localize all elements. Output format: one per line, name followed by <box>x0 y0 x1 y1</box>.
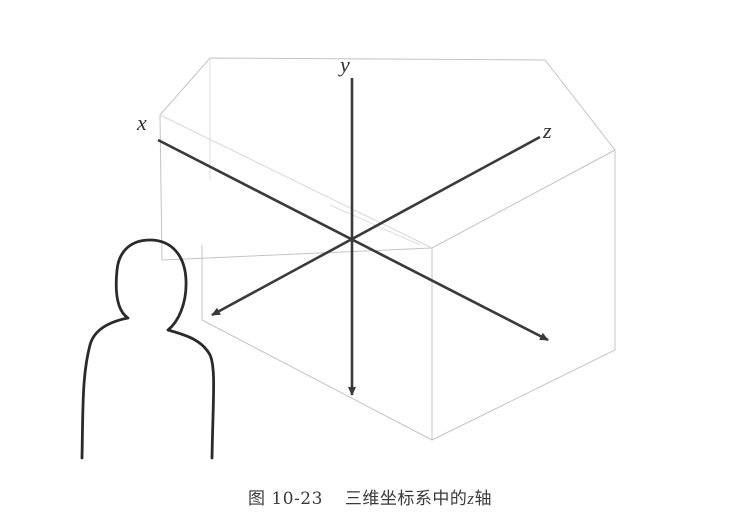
box-edge <box>159 114 163 261</box>
y-axis-label: y <box>338 52 350 77</box>
figure-number: 图 10-23 <box>247 489 323 509</box>
box-inner-line <box>329 204 421 246</box>
observer-figure <box>80 238 216 460</box>
caption-variable: z <box>467 489 475 508</box>
caption-text-before: 三维坐标系中的 <box>344 489 468 509</box>
x-axis-label: x <box>136 110 147 135</box>
z-axis-label: z <box>542 118 552 143</box>
wireframe-box <box>159 57 616 441</box>
box-back-face <box>159 57 616 441</box>
figure-caption: 图 10-23 三维坐标系中的z轴 <box>0 484 740 509</box>
coordinate-system-diagram: x y z <box>80 52 616 460</box>
caption-text-after: 轴 <box>474 489 493 509</box>
axes <box>157 78 549 396</box>
z-axis <box>211 135 541 317</box>
box-front-face <box>161 149 616 261</box>
box-edge <box>201 319 433 441</box>
box-inner-line <box>159 114 433 249</box>
